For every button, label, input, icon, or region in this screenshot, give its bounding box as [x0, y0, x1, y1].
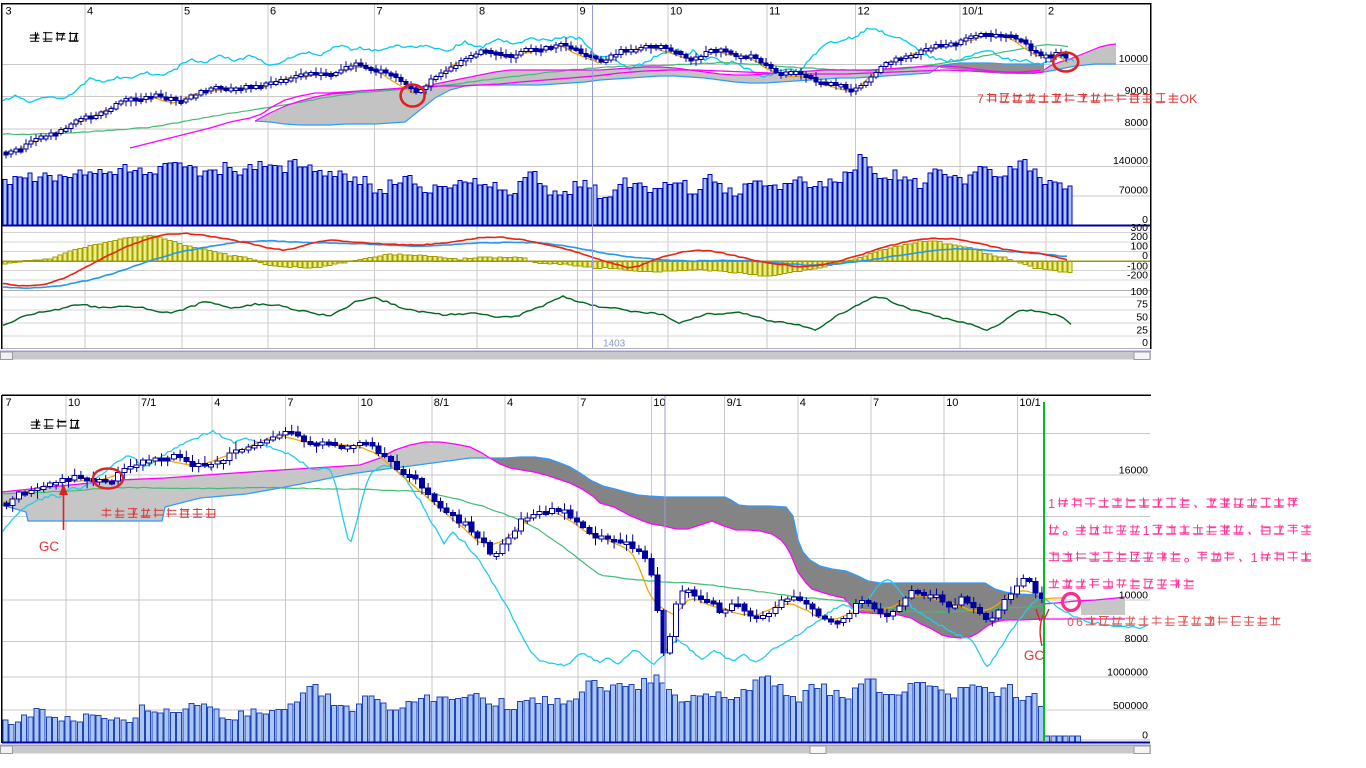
- svg-text:8000: 8000: [1125, 633, 1149, 645]
- svg-text:-100: -100: [1127, 261, 1148, 273]
- svg-text:6: 6: [1076, 615, 1083, 629]
- svg-text:7/1: 7/1: [141, 397, 156, 409]
- svg-text:7: 7: [287, 397, 293, 409]
- svg-text:1000000: 1000000: [1107, 667, 1148, 679]
- svg-text:10: 10: [68, 397, 80, 409]
- svg-text:11: 11: [769, 6, 780, 18]
- svg-text:7: 7: [977, 92, 984, 106]
- svg-text:9000: 9000: [1125, 85, 1149, 97]
- svg-text:7: 7: [6, 397, 12, 409]
- svg-text:2: 2: [1048, 6, 1054, 18]
- svg-text:10: 10: [946, 397, 958, 409]
- svg-text:0: 0: [1142, 214, 1148, 226]
- svg-text:0: 0: [1142, 337, 1148, 349]
- svg-text:1403: 1403: [603, 339, 626, 350]
- svg-text:100: 100: [1130, 286, 1148, 298]
- svg-text:6: 6: [270, 6, 276, 18]
- svg-text:3: 3: [6, 6, 12, 18]
- svg-text:100: 100: [1130, 241, 1148, 253]
- svg-text:4: 4: [214, 397, 220, 409]
- svg-text:O: O: [1180, 92, 1189, 106]
- svg-text:12: 12: [858, 6, 870, 18]
- svg-text:300: 300: [1130, 222, 1148, 234]
- svg-text:1: 1: [1143, 524, 1150, 538]
- svg-text:10: 10: [653, 397, 665, 409]
- svg-text:200: 200: [1130, 231, 1148, 243]
- svg-text:8000: 8000: [1125, 117, 1149, 129]
- svg-text:4: 4: [800, 397, 806, 409]
- svg-text:10: 10: [670, 6, 682, 18]
- svg-text:GC: GC: [1024, 648, 1045, 663]
- svg-text:140000: 140000: [1113, 155, 1148, 167]
- svg-text:75: 75: [1136, 299, 1148, 311]
- svg-text:10/1: 10/1: [962, 6, 983, 18]
- svg-text:7: 7: [873, 397, 879, 409]
- svg-text:9/1: 9/1: [727, 397, 742, 409]
- svg-text:500000: 500000: [1113, 700, 1148, 712]
- svg-text:8/1: 8/1: [434, 397, 449, 409]
- svg-text:10/1: 10/1: [1019, 397, 1040, 409]
- svg-text:7: 7: [580, 397, 586, 409]
- svg-text:70000: 70000: [1119, 185, 1148, 197]
- svg-text:0: 0: [1067, 615, 1074, 629]
- svg-text:-200: -200: [1127, 270, 1148, 282]
- svg-text:10000: 10000: [1119, 53, 1148, 65]
- svg-text:10000: 10000: [1119, 590, 1148, 602]
- svg-text:GC: GC: [39, 539, 60, 554]
- svg-text:25: 25: [1136, 325, 1148, 337]
- svg-text:4: 4: [87, 6, 93, 18]
- svg-text:9: 9: [580, 6, 586, 18]
- svg-text:K: K: [1189, 92, 1197, 106]
- svg-text:50: 50: [1136, 312, 1148, 324]
- svg-text:10: 10: [361, 397, 373, 409]
- svg-text:0: 0: [1142, 250, 1148, 262]
- svg-text:5: 5: [184, 6, 190, 18]
- svg-text:1: 1: [1048, 497, 1055, 511]
- svg-text:7: 7: [377, 6, 383, 18]
- svg-text:8: 8: [479, 6, 485, 18]
- svg-text:16000: 16000: [1119, 465, 1148, 477]
- svg-text:1: 1: [1251, 551, 1258, 565]
- svg-text:4: 4: [507, 397, 513, 409]
- svg-text:0: 0: [1142, 730, 1148, 742]
